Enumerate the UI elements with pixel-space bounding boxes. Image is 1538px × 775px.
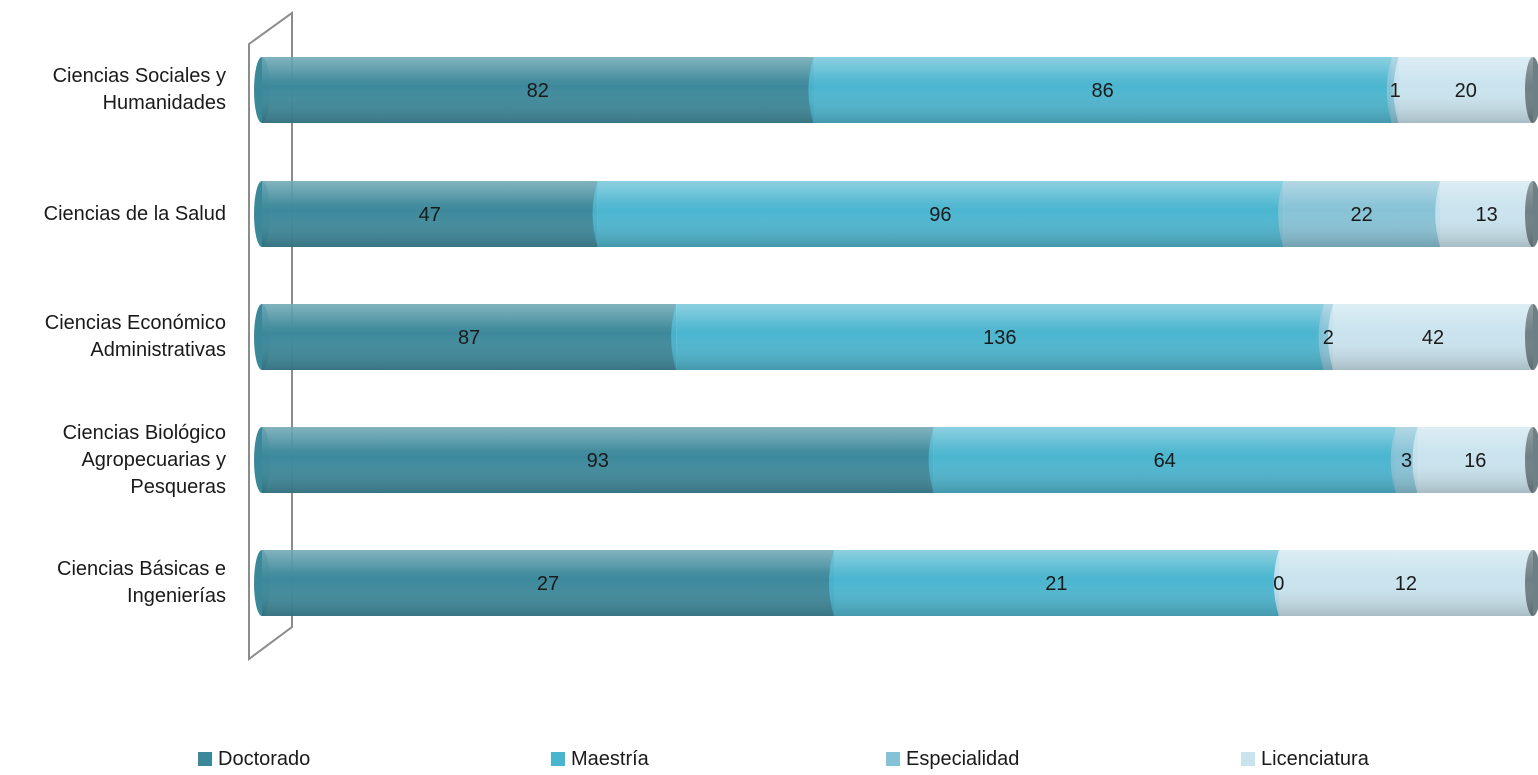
legend-swatch	[551, 752, 565, 766]
category-label-line: Ciencias Biológico	[62, 421, 226, 444]
data-label: 2	[1323, 327, 1334, 349]
category-label-line: Ingenierías	[127, 585, 226, 607]
category-label-line: Ciencias de la Salud	[43, 202, 226, 225]
data-label: 42	[1422, 327, 1444, 349]
data-label: 93	[587, 450, 609, 472]
data-label: 16	[1464, 450, 1486, 472]
bar-group	[254, 550, 1538, 616]
legend-label: Especialidad	[906, 747, 1020, 770]
category-label-line: Ciencias Sociales y	[52, 65, 226, 87]
data-label: 1	[1390, 80, 1401, 102]
category-label-line: Pesqueras	[130, 475, 226, 498]
bar-shading	[262, 57, 1533, 123]
legend-item: Especialidad	[886, 747, 1019, 771]
category-label-line: Ciencias Económico	[44, 312, 226, 334]
data-label: 13	[1475, 204, 1497, 226]
data-label: 21	[1045, 573, 1067, 595]
category-label-line: Agropecuarias y	[81, 448, 226, 471]
data-label: 47	[419, 204, 441, 226]
category-label: Ciencias Económico Administrativas	[0, 310, 226, 364]
category-label: Ciencias Sociales y Humanidades	[0, 63, 226, 117]
legend-item: Doctorado	[198, 747, 310, 771]
category-label: Ciencias Biológico Agropecuarias y Pesquer…	[0, 420, 226, 501]
axis-wall	[248, 11, 293, 661]
data-label: 87	[458, 327, 480, 349]
bar-shading	[262, 427, 1533, 493]
bar-shading	[262, 304, 1533, 370]
data-label: 27	[537, 573, 559, 595]
legend-swatch	[198, 752, 212, 766]
legend-label: Licenciatura	[1261, 747, 1369, 770]
legend-swatch	[886, 752, 900, 766]
data-label: 3	[1401, 450, 1412, 472]
bar-group	[254, 427, 1538, 493]
legend-label: Doctorado	[218, 747, 311, 770]
data-label: 96	[929, 204, 951, 226]
legend-item: Maestría	[551, 747, 649, 771]
category-label: Ciencias de la Salud	[0, 201, 226, 228]
legend-item: Licenciatura	[1241, 747, 1369, 771]
bar-group	[254, 304, 1538, 370]
category-label-line: Ciencias Básicas e	[57, 558, 226, 580]
bar-group	[254, 57, 1538, 123]
data-label: 20	[1455, 80, 1477, 102]
data-label: 136	[983, 327, 1016, 349]
data-label: 0	[1273, 573, 1284, 595]
legend-label: Maestría	[571, 747, 649, 770]
category-label: Ciencias Básicas e Ingenierías	[0, 556, 226, 610]
bar-group	[254, 181, 1538, 247]
data-label: 86	[1091, 80, 1113, 102]
data-label: 22	[1351, 204, 1373, 226]
category-label-line: Humanidades	[102, 92, 226, 114]
category-label-line: Administrativas	[90, 339, 226, 361]
data-label: 64	[1154, 450, 1176, 472]
data-label: 12	[1395, 573, 1417, 595]
bar-shading	[262, 550, 1533, 616]
legend-swatch	[1241, 752, 1255, 766]
data-label: 82	[527, 80, 549, 102]
bar-shading	[262, 181, 1533, 247]
